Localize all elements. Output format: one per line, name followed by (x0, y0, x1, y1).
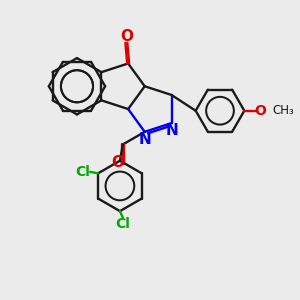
Text: Cl: Cl (75, 165, 90, 179)
Text: O: O (254, 104, 266, 118)
Text: O: O (111, 155, 124, 170)
Text: N: N (165, 123, 178, 138)
Text: O: O (120, 29, 133, 44)
Text: CH₃: CH₃ (272, 104, 294, 117)
Text: Cl: Cl (116, 218, 130, 232)
Text: N: N (138, 132, 151, 147)
